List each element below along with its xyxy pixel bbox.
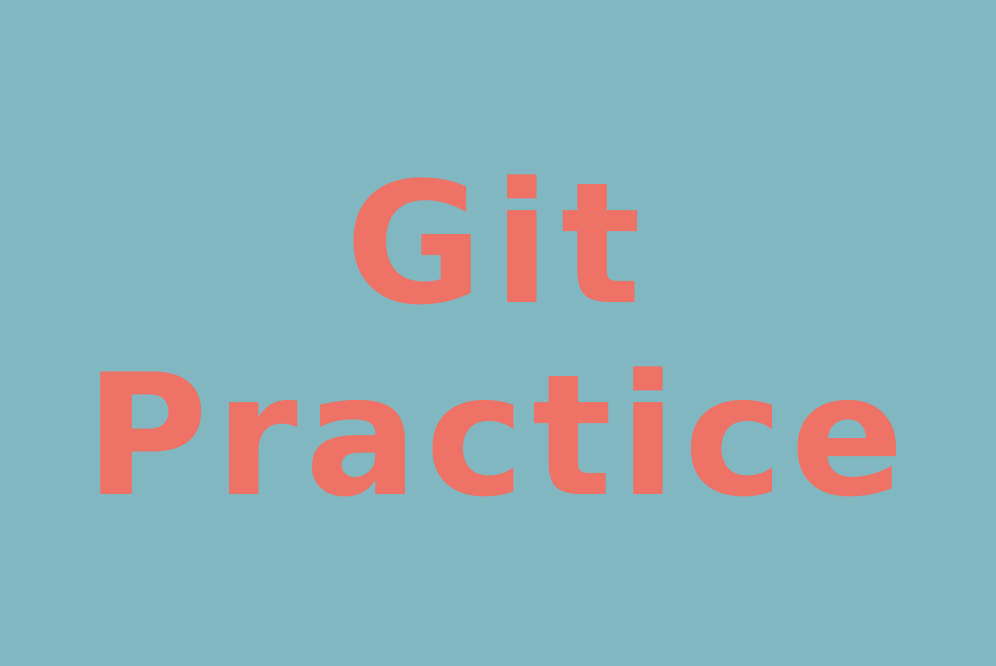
title-line-practice: Practice bbox=[84, 338, 912, 534]
title-line-git: Git bbox=[345, 146, 651, 342]
